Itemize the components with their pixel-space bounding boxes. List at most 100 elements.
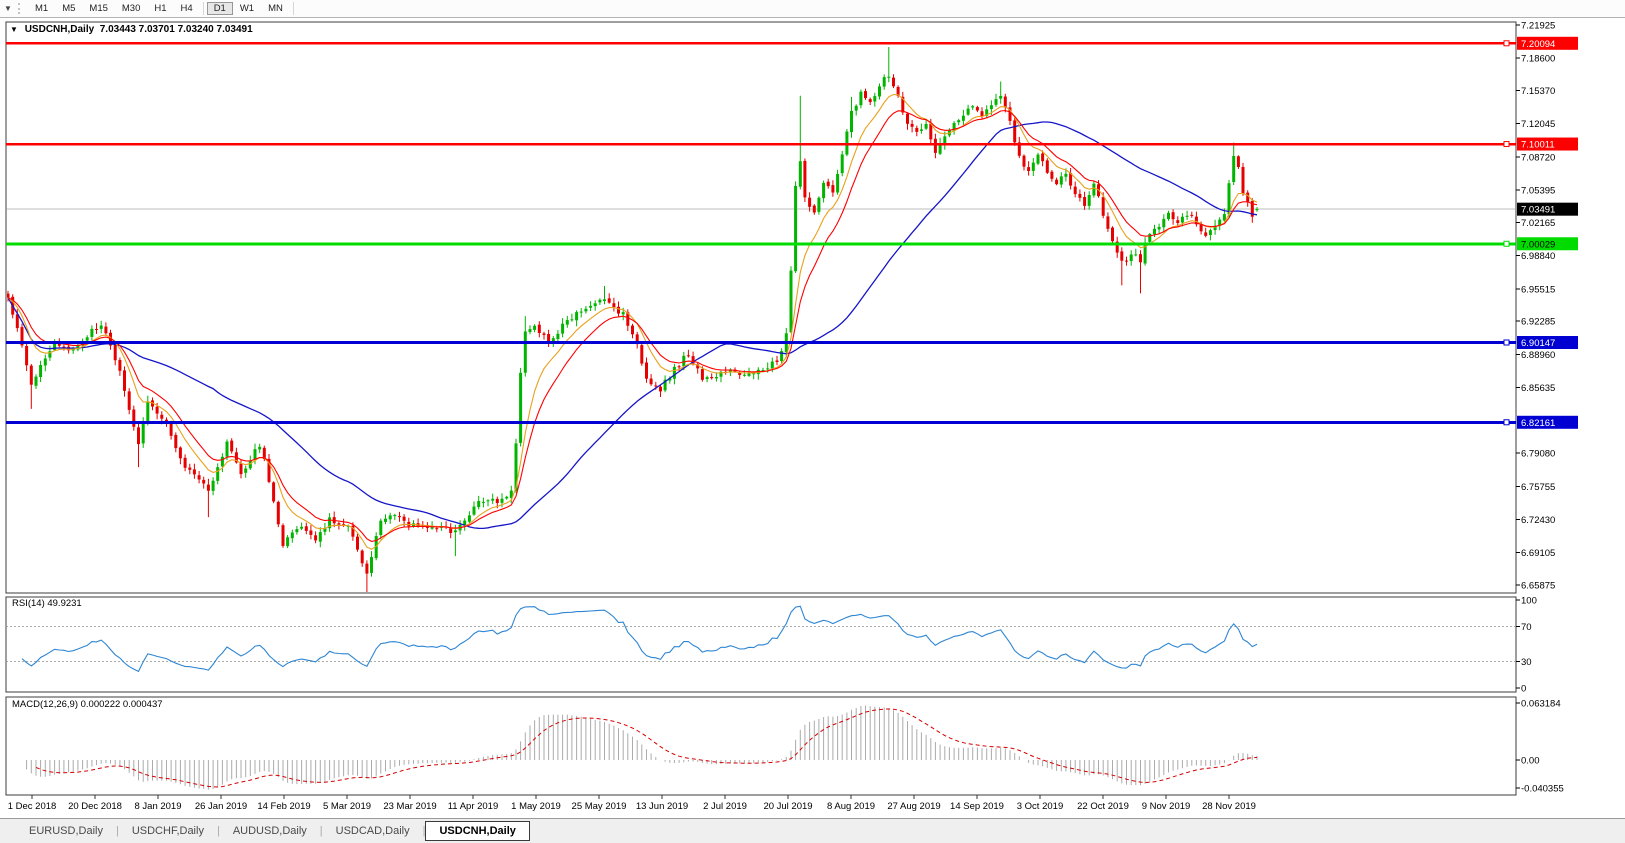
hline-price-label: 7.00029	[1521, 239, 1555, 250]
toolbar-drag-handle[interactable]	[18, 3, 23, 14]
timeframe-h4-button[interactable]: H4	[180, 3, 193, 14]
hline-price-box	[1517, 237, 1578, 251]
date-label: 20 Dec 2018	[68, 801, 122, 812]
price-tick-label: 7.15370	[1521, 86, 1555, 97]
price-tick-label: 6.85635	[1521, 383, 1555, 394]
price-tick-label: 6.92285	[1521, 317, 1555, 328]
timeframe-toolbar: ▼ M1 M5 M15 M30 H1 H4 D1 W1 MN	[0, 0, 1625, 18]
timeframe-m15-button[interactable]: M15	[89, 3, 108, 14]
tab-usdcnh-daily[interactable]: USDCNH,Daily	[425, 821, 530, 841]
hline-price-box	[1517, 36, 1578, 50]
tab-usdchf-daily[interactable]: USDCHF,Daily	[131, 825, 204, 837]
date-label: 11 Apr 2019	[448, 801, 499, 812]
date-label: 1 Dec 2018	[8, 801, 57, 812]
price-tick-label: 6.72430	[1521, 515, 1555, 526]
macd-panel[interactable]	[5, 696, 1517, 796]
date-label: 1 May 2019	[511, 801, 561, 812]
timeframe-m30-button[interactable]: M30	[121, 3, 141, 14]
toolbar-separator	[202, 2, 204, 15]
ma-fast-line	[7, 93, 1258, 550]
down-wicks	[7, 74, 1253, 592]
date-label: 22 Oct 2019	[1077, 801, 1129, 812]
date-label: 3 Oct 2019	[1017, 801, 1063, 812]
date-label: 25 May 2019	[572, 801, 627, 812]
tab-eurusd-daily[interactable]: EURUSD,Daily	[29, 825, 103, 837]
date-label: 9 Nov 2019	[1142, 801, 1191, 812]
rsi-tick-label: 30	[1521, 657, 1532, 668]
hline-handle[interactable]	[1503, 240, 1510, 247]
date-label: 5 Mar 2019	[323, 801, 371, 812]
date-label: 27 Aug 2019	[887, 801, 940, 812]
timeframe-buttons: M1 M5 M15 M30 H1 H4 D1 W1 MN	[28, 2, 297, 15]
rsi-plot-area[interactable]	[6, 605, 1516, 673]
chart-canvas[interactable]: 7.20094 7.10011 7.00029 6.90147 6.82161 7.034…	[0, 0, 1625, 818]
rsi-line	[21, 605, 1258, 673]
macd-tick-label: -0.040355	[1521, 784, 1564, 795]
timeframe-w1-button[interactable]: W1	[239, 3, 255, 14]
hline-price-box	[1517, 335, 1578, 349]
chart-tab-bar: EURUSD,Daily | USDCHF,Daily | AUDUSD,Daily | U…	[0, 818, 1625, 843]
tab-separator: |	[319, 825, 323, 837]
timeframe-d1-button[interactable]: D1	[206, 2, 233, 15]
price-tick-label: 6.75755	[1521, 482, 1555, 493]
price-tick-label: 6.98840	[1521, 251, 1555, 262]
rsi-tick-label: 100	[1521, 596, 1537, 607]
ma-slow-line	[7, 121, 1258, 530]
macd-tick-label: 0.063184	[1521, 699, 1561, 710]
hline-price-label: 6.82161	[1521, 418, 1555, 429]
price-tick-label: 6.88960	[1521, 350, 1555, 361]
tab-separator: |	[115, 825, 119, 837]
hline-handle[interactable]	[1503, 40, 1510, 47]
ma-medium-line	[7, 109, 1258, 542]
tab-audusd-daily[interactable]: AUDUSD,Daily	[232, 825, 307, 837]
hline-handle[interactable]	[1503, 141, 1510, 148]
date-label: 13 Jun 2019	[636, 801, 688, 812]
price-tick-label: 6.79080	[1521, 449, 1555, 460]
timeframe-m1-button[interactable]: M1	[35, 3, 49, 14]
price-tick-label: 7.02165	[1521, 218, 1555, 229]
chart-dropdown-icon[interactable]: ▼	[4, 4, 12, 13]
date-label: 26 Jan 2019	[195, 801, 247, 812]
date-label: 28 Nov 2019	[1202, 801, 1256, 812]
macd-plot-area[interactable]	[26, 705, 1258, 790]
tab-usdcad-daily[interactable]: USDCAD,Daily	[335, 825, 410, 837]
price-tick-label: 6.69105	[1521, 548, 1555, 559]
hline-price-box	[1517, 137, 1578, 151]
tab-separator: |	[216, 825, 220, 837]
current-price-box	[1517, 202, 1578, 216]
date-label: 8 Aug 2019	[827, 801, 875, 812]
price-tick-label: 6.65875	[1521, 581, 1555, 592]
price-plot-area[interactable]	[6, 47, 1516, 593]
price-tick-label: 7.21925	[1521, 21, 1555, 32]
price-tick-label: 7.18600	[1521, 54, 1555, 65]
hline-price-box	[1517, 415, 1578, 429]
price-tick-label: 6.95515	[1521, 284, 1555, 295]
macd-histogram	[26, 705, 1258, 790]
date-label: 14 Feb 2019	[257, 801, 310, 812]
macd-signal-line	[35, 708, 1258, 788]
rsi-tick-label: 0	[1521, 684, 1526, 695]
rsi-tick-label: 70	[1521, 622, 1532, 633]
hline-price-label: 7.20094	[1521, 39, 1555, 50]
hline-handle[interactable]	[1503, 339, 1510, 346]
toolbar-separator	[292, 2, 294, 15]
date-label: 14 Sep 2019	[950, 801, 1004, 812]
price-tick-label: 7.12045	[1521, 119, 1555, 130]
date-label: 20 Jul 2019	[763, 801, 812, 812]
date-label: 2 Jul 2019	[703, 801, 747, 812]
price-tick-label: 7.08720	[1521, 152, 1555, 163]
current-price-label: 7.03491	[1521, 205, 1555, 216]
hline-handle[interactable]	[1503, 419, 1510, 426]
timeframe-m5-button[interactable]: M5	[62, 3, 76, 14]
date-label: 23 Mar 2019	[383, 801, 436, 812]
hline-price-label: 6.90147	[1521, 338, 1555, 349]
main-price-panel[interactable]	[5, 21, 1517, 594]
hline-price-label: 7.10011	[1521, 140, 1555, 151]
date-label: 8 Jan 2019	[134, 801, 181, 812]
timeframe-h1-button[interactable]: H1	[154, 3, 167, 14]
macd-tick-label: 0.00	[1521, 756, 1540, 767]
timeframe-mn-button[interactable]: MN	[268, 3, 283, 14]
price-tick-label: 7.05395	[1521, 186, 1555, 197]
tab-separator: |	[422, 825, 426, 837]
